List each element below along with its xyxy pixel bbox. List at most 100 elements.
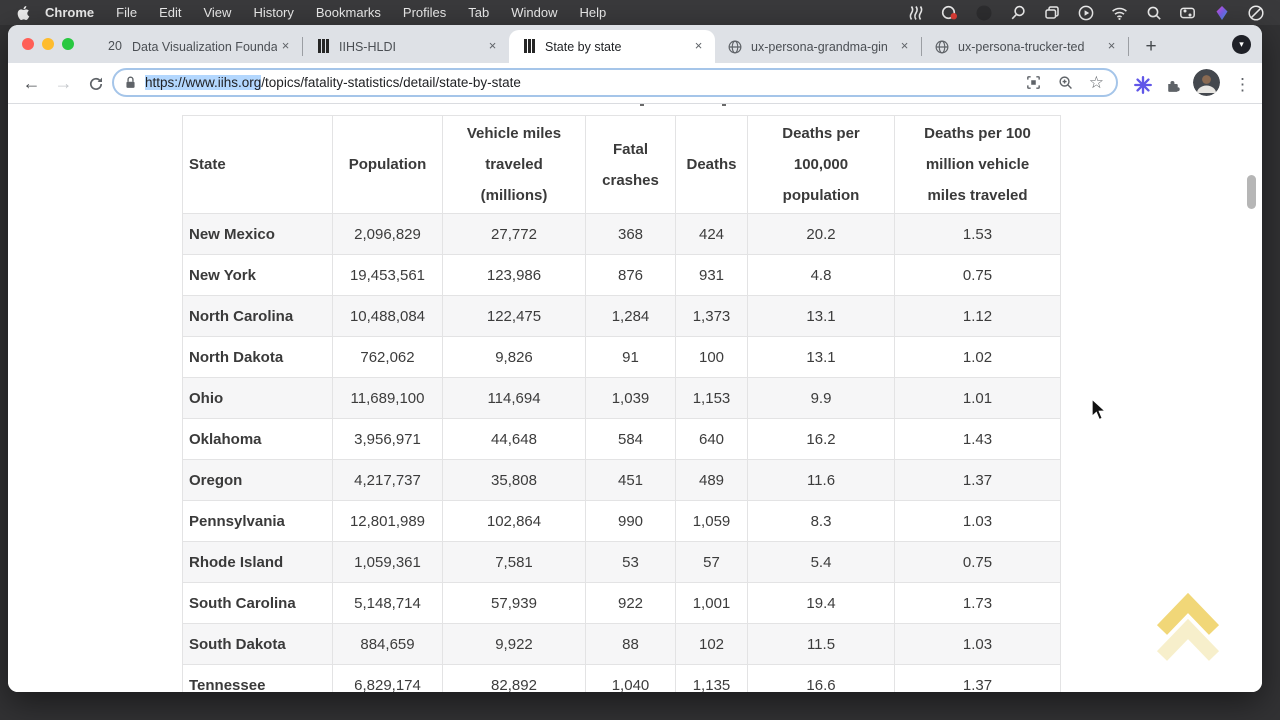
- cell-value: 1.37: [894, 459, 1061, 501]
- zoom-in-icon[interactable]: [1057, 74, 1074, 91]
- table-row: Ohio 11,689,100 114,694 1,039 1,153 9.9 1.01: [182, 377, 1061, 419]
- third-party-app-icon[interactable]: [1209, 4, 1234, 22]
- menu-edit[interactable]: Edit: [159, 5, 182, 20]
- traffic-lights: [22, 38, 74, 50]
- cell-value: 1.53: [894, 213, 1061, 255]
- apple-menu[interactable]: [16, 5, 30, 21]
- tab-strip: 20 Data Visualization Founda × IIHS-HLDI…: [8, 25, 1262, 63]
- zoom-window-button[interactable]: [62, 38, 74, 50]
- cell-state: South Dakota: [182, 623, 333, 665]
- extensions-puzzle-icon[interactable]: [1161, 72, 1186, 97]
- zoom-loupe-icon[interactable]: [1005, 4, 1030, 22]
- cell-state: Tennessee: [182, 664, 333, 692]
- back-to-top-button[interactable]: [1148, 586, 1228, 670]
- menu-chrome[interactable]: Chrome: [45, 5, 95, 20]
- cell-value: 1,373: [675, 295, 748, 337]
- menu-window[interactable]: Window: [511, 5, 558, 20]
- minimize-window-button[interactable]: [42, 38, 54, 50]
- bookmark-star-icon[interactable]: ☆: [1088, 73, 1104, 92]
- cell-value: 1,001: [675, 582, 748, 624]
- cell-value: 88: [585, 623, 676, 665]
- cell-value: 19.4: [747, 582, 895, 624]
- do-not-disturb-icon[interactable]: [1243, 4, 1268, 22]
- cell-value: 122,475: [442, 295, 586, 337]
- browser-menu-icon[interactable]: ⋮: [1234, 74, 1251, 94]
- tab-label: IIHS-HLDI: [339, 39, 396, 54]
- cell-value: 0.75: [894, 541, 1061, 583]
- control-center-icon[interactable]: [1175, 4, 1200, 22]
- creative-cloud-icon[interactable]: [937, 4, 962, 22]
- cell-value: 922: [585, 582, 676, 624]
- new-tab-button[interactable]: +: [1145, 35, 1157, 57]
- cell-value: 16.2: [747, 418, 895, 460]
- clipped-heading-remnant: [640, 104, 644, 106]
- tabs: 20 Data Visualization Founda × IIHS-HLDI…: [96, 30, 1165, 63]
- cell-state: Oregon: [182, 459, 333, 501]
- cell-value: 91: [585, 336, 676, 378]
- cell-value: 762,062: [332, 336, 443, 378]
- screenshot-icon[interactable]: [1025, 74, 1042, 91]
- menu-history[interactable]: History: [253, 5, 294, 20]
- tab-separator: [1128, 37, 1129, 56]
- table-row: North Carolina 10,488,084 122,475 1,284 1,37…: [182, 295, 1061, 337]
- menu-bookmarks[interactable]: Bookmarks: [315, 5, 381, 20]
- menu-tab[interactable]: Tab: [468, 5, 490, 20]
- mouse-cursor: [1091, 398, 1107, 421]
- cell-state: South Carolina: [182, 582, 333, 624]
- cell-value: 44,648: [442, 418, 586, 460]
- menu-view[interactable]: View: [203, 5, 232, 20]
- cell-value: 4,217,737: [332, 459, 443, 501]
- cell-value: 9,922: [442, 623, 586, 665]
- tab-close-icon[interactable]: ×: [900, 38, 909, 53]
- reload-button[interactable]: [82, 70, 109, 97]
- tab-ux-persona-trucker[interactable]: ux-persona-trucker-ted ×: [922, 30, 1128, 63]
- page-content: State Population Vehicle miles traveled (m…: [8, 104, 1262, 692]
- cell-value: 57,939: [442, 582, 586, 624]
- browser-toolbar: ← → https://www.iihs.org/topics/fatality…: [8, 63, 1262, 104]
- menu-file[interactable]: File: [116, 5, 138, 20]
- tab-close-icon[interactable]: ×: [488, 38, 497, 53]
- cell-value: 0.75: [894, 254, 1061, 296]
- tab-close-icon[interactable]: ×: [281, 38, 290, 53]
- road-favicon: [315, 38, 331, 55]
- cell-value: 102: [675, 623, 748, 665]
- profile-avatar[interactable]: [1193, 69, 1220, 96]
- shortcuts-icon[interactable]: [903, 4, 928, 22]
- cell-value: 584: [585, 418, 676, 460]
- column-header: Population: [332, 115, 443, 214]
- column-header: Fatal crashes: [585, 115, 676, 214]
- tab-ux-persona-grandma[interactable]: ux-persona-grandma-gin ×: [715, 30, 921, 63]
- menu-help[interactable]: Help: [579, 5, 607, 20]
- tab-state-by-state[interactable]: State by state ×: [509, 30, 715, 63]
- macos-menubar: Chrome File Edit View History Bookmarks Profil…: [0, 0, 1280, 25]
- spotlight-search-icon[interactable]: [1141, 4, 1166, 22]
- column-header: State: [182, 115, 333, 214]
- back-button[interactable]: ←: [22, 73, 41, 93]
- tab-close-icon[interactable]: ×: [1107, 38, 1116, 53]
- cell-value: 1.73: [894, 582, 1061, 624]
- cell-state: North Carolina: [182, 295, 333, 337]
- cell-value: 53: [585, 541, 676, 583]
- tab-search-menu-button[interactable]: ▾: [1232, 35, 1251, 54]
- tab-separator: [921, 37, 922, 56]
- wifi-icon[interactable]: [1107, 4, 1132, 22]
- mission-control-icon[interactable]: [1039, 4, 1064, 22]
- menu-profiles[interactable]: Profiles: [402, 5, 447, 20]
- chevron-down-icon: ▾: [1239, 39, 1244, 49]
- forward-button[interactable]: →: [54, 73, 73, 93]
- tab-close-icon[interactable]: ×: [694, 38, 703, 53]
- extension-asterisk-icon[interactable]: [1130, 72, 1155, 97]
- screen-play-icon[interactable]: [1073, 4, 1098, 22]
- recording-dot-icon[interactable]: [971, 4, 996, 22]
- cell-state: Oklahoma: [182, 418, 333, 460]
- address-bar[interactable]: https://www.iihs.org/topics/fatality-sta…: [112, 68, 1118, 97]
- cell-value: 57: [675, 541, 748, 583]
- url-selected: https://www.iihs.org: [145, 75, 262, 90]
- tab-data-visualization[interactable]: 20 Data Visualization Founda ×: [96, 30, 302, 63]
- scrollbar-thumb[interactable]: [1247, 175, 1256, 209]
- close-window-button[interactable]: [22, 38, 34, 50]
- tab-iihs-hldi[interactable]: IIHS-HLDI ×: [303, 30, 509, 63]
- cell-value: 5,148,714: [332, 582, 443, 624]
- cell-value: 1.37: [894, 664, 1061, 692]
